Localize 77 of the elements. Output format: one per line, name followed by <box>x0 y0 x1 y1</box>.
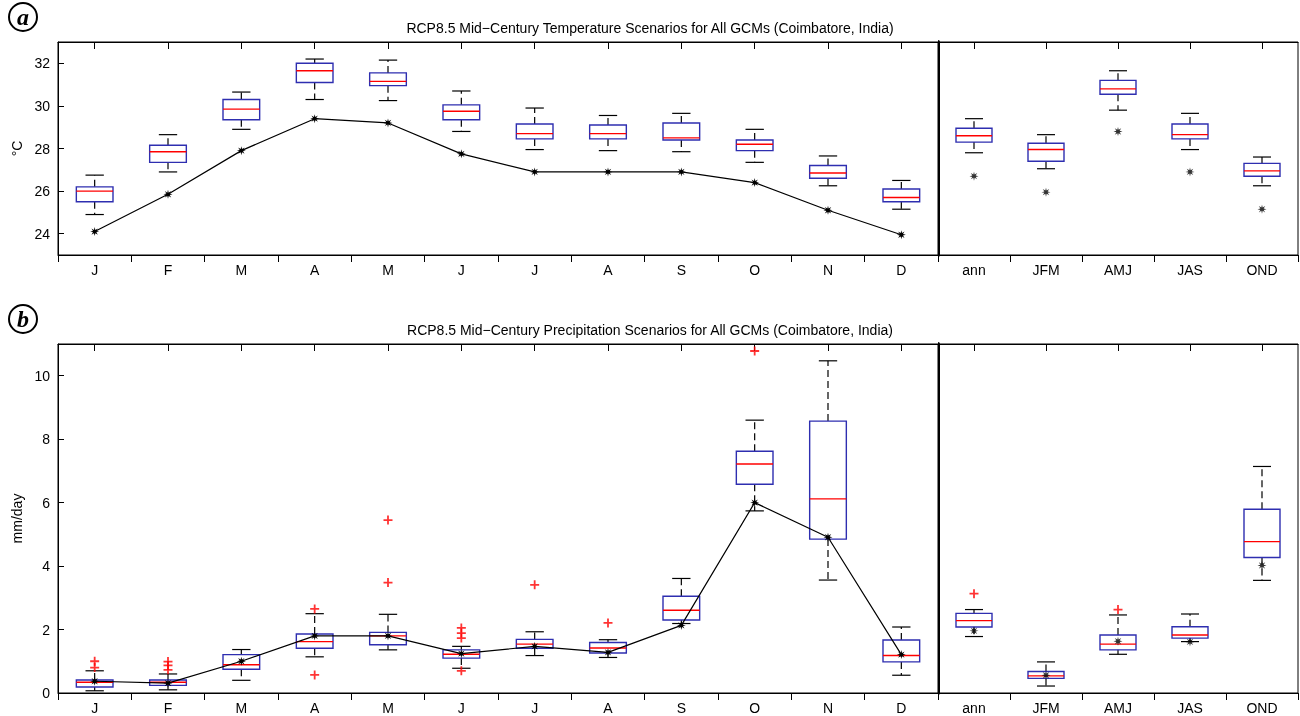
x-tick-label: OND <box>1246 700 1278 716</box>
x-tick-label: AMJ <box>1104 700 1132 716</box>
x-tick-label: A <box>603 700 614 716</box>
x-tick-label: N <box>822 262 834 278</box>
point <box>1185 637 1195 647</box>
point <box>236 146 246 156</box>
point <box>456 149 466 159</box>
x-tick-label: S <box>676 262 687 278</box>
point <box>1041 187 1051 197</box>
x-tick-label: JAS <box>1177 700 1203 716</box>
x-tick-label: D <box>896 700 907 716</box>
y-tick-label: 10 <box>34 367 51 384</box>
y-tick-label: 24 <box>34 225 51 242</box>
y-axis-title: mm/day <box>8 493 25 544</box>
y-axis-title: °C <box>8 140 25 157</box>
text: a <box>8 2 38 32</box>
x-tick-label: M <box>235 262 248 278</box>
point <box>530 167 540 177</box>
point <box>750 498 760 508</box>
x-tick-label: AMJ <box>1104 262 1132 278</box>
y-tick-label: 0 <box>42 685 51 701</box>
point <box>163 189 173 199</box>
x-tick-label: J <box>531 262 539 278</box>
x-tick-label: M <box>235 700 248 716</box>
point <box>603 167 613 177</box>
x-tick-label: D <box>896 262 907 278</box>
point <box>1257 560 1267 570</box>
point <box>90 227 100 237</box>
y-tick-label: 4 <box>42 558 51 575</box>
x-tick-label: F <box>163 700 173 716</box>
x-tick-label: F <box>163 262 173 278</box>
y-tick-label: 6 <box>42 494 51 511</box>
x-tick-label: ann <box>962 262 986 278</box>
point <box>456 649 466 659</box>
x-tick-label: O <box>749 262 761 278</box>
x-tick-label: N <box>822 700 834 716</box>
point <box>90 676 100 686</box>
x-tick-label: OND <box>1246 262 1278 278</box>
point <box>969 171 979 181</box>
y-tick-label: 32 <box>34 55 51 72</box>
point <box>969 626 979 636</box>
x-tick-label: M <box>382 262 394 278</box>
point <box>823 532 833 542</box>
x-tick-label: J <box>91 262 99 278</box>
x-tick-label: A <box>309 262 320 278</box>
x-tick-label: JAS <box>1177 262 1203 278</box>
point <box>1041 670 1051 680</box>
point <box>676 167 686 177</box>
y-tick-label: 28 <box>34 140 51 157</box>
y-tick-label: 2 <box>42 621 51 638</box>
point <box>310 114 320 124</box>
y-tick-label: 8 <box>42 431 51 448</box>
chart-title: RCP8.5 Mid−Century Precipitation Scenarios for All GCMs (Coimbatore, India) <box>407 322 893 338</box>
x-tick-label: M <box>382 700 394 716</box>
point <box>163 678 173 688</box>
point <box>896 230 906 240</box>
x-tick-label: ann <box>962 700 986 716</box>
x-tick-label: JFM <box>1032 700 1060 716</box>
y-tick-label: 26 <box>34 183 51 200</box>
x-tick-label: S <box>676 700 687 716</box>
point <box>823 205 833 215</box>
x-tick-label: J <box>457 700 465 716</box>
x-tick-label: J <box>531 700 539 716</box>
x-tick-label: O <box>749 700 761 716</box>
chart-title: RCP8.5 Mid−Century Temperature Scenarios for All GCMs (Coimbatore, India) <box>406 20 894 36</box>
point <box>750 178 760 188</box>
y-tick-label: 30 <box>34 97 51 114</box>
x-tick-label: J <box>457 262 465 278</box>
x-tick-label: J <box>91 700 99 716</box>
point <box>383 118 393 128</box>
text: b <box>8 304 38 334</box>
point <box>1113 126 1123 136</box>
x-tick-label: A <box>309 700 320 716</box>
x-tick-label: JFM <box>1032 262 1060 278</box>
x-tick-label: A <box>603 262 614 278</box>
point <box>1185 167 1195 177</box>
point <box>1257 204 1267 214</box>
